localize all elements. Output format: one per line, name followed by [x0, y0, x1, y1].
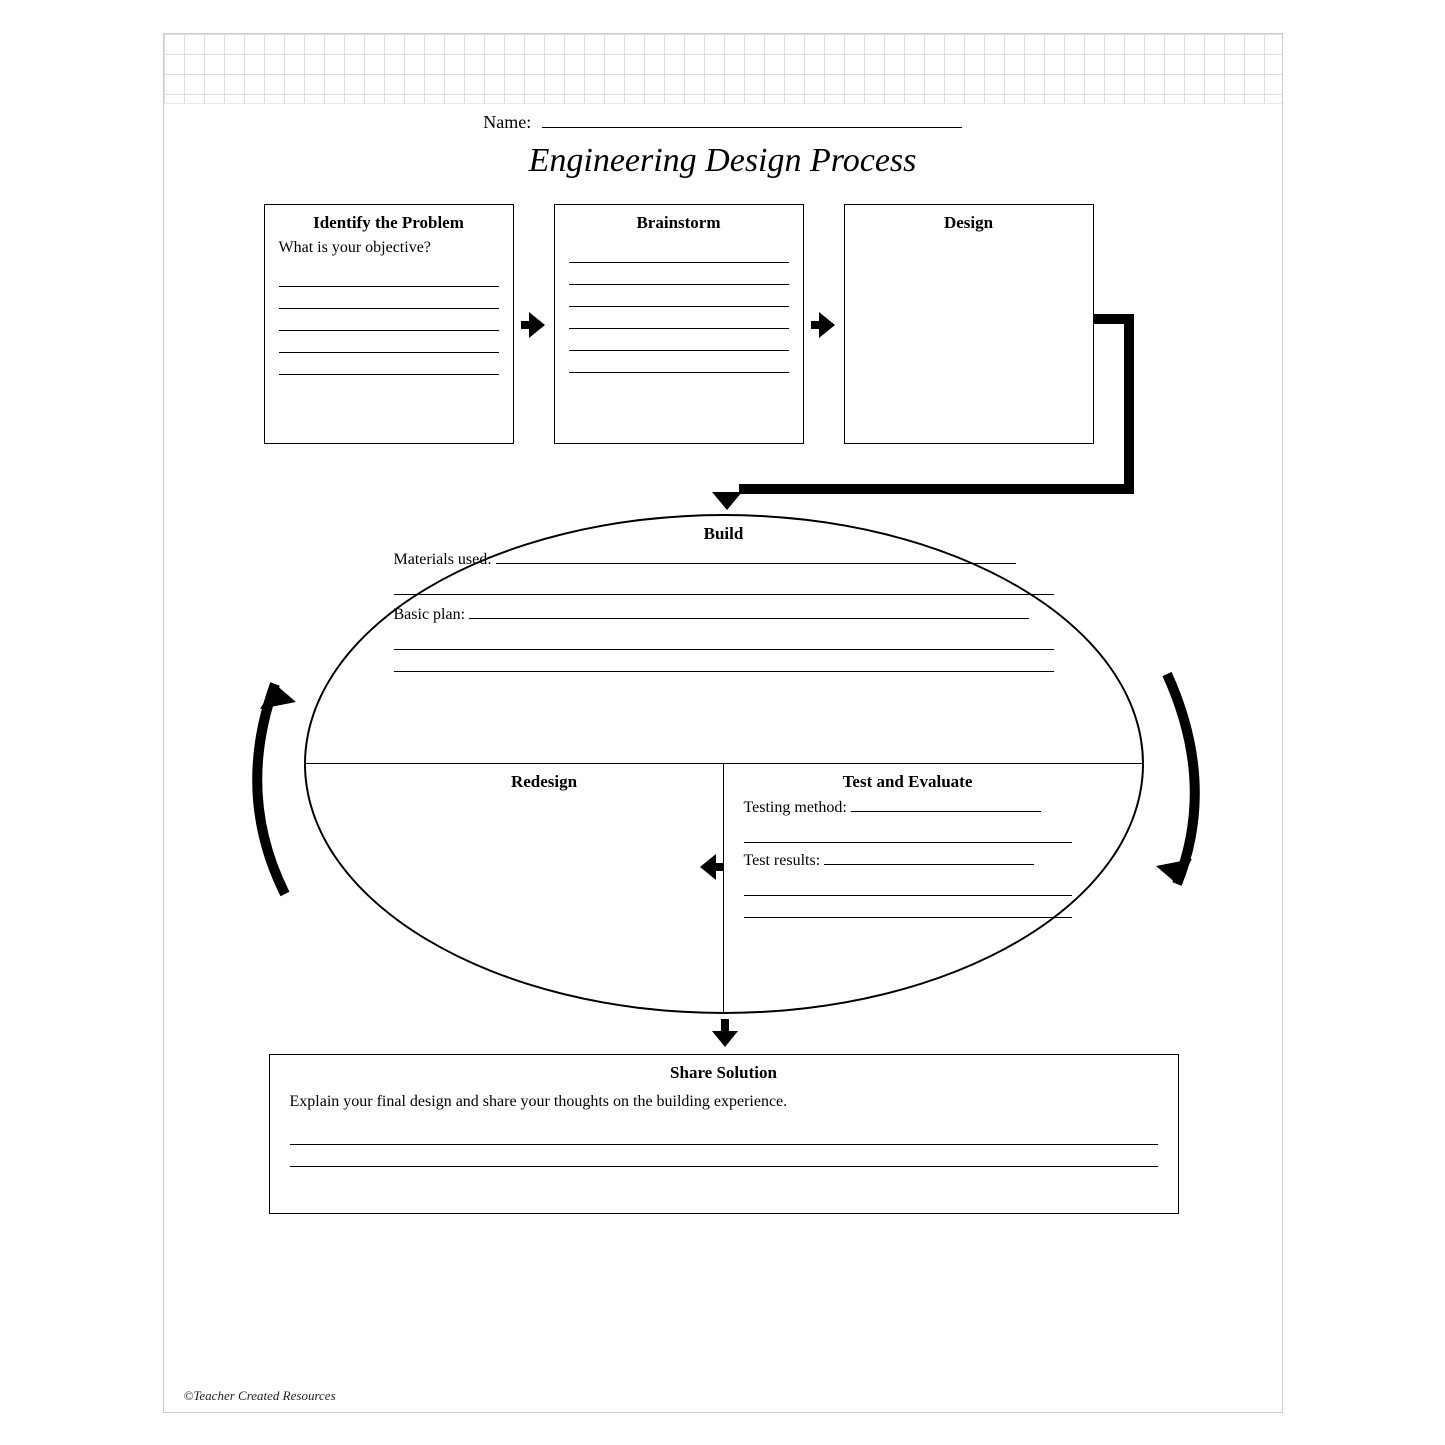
arrow-left-icon [698, 854, 724, 880]
name-blank[interactable] [542, 114, 962, 128]
grid-paper-strip [164, 34, 1282, 104]
materials-label: Materials used: [394, 551, 492, 568]
box-identify: Identify the Problem What is your object… [264, 204, 514, 444]
plan-blank[interactable] [469, 605, 1029, 619]
method-blank[interactable] [851, 798, 1041, 812]
method-label: Testing method: [744, 799, 847, 816]
brainstorm-title: Brainstorm [555, 205, 803, 233]
share-prompt: Explain your final design and share your… [290, 1093, 1158, 1111]
identify-prompt: What is your objective? [265, 233, 513, 257]
share-title: Share Solution [270, 1055, 1178, 1083]
connector-segment [1124, 314, 1134, 494]
worksheet-page: Name: Engineering Design Process Identif… [163, 33, 1283, 1413]
results-label: Test results: [744, 852, 821, 869]
curve-arrow-left-icon [230, 654, 310, 914]
footer-credit: ©Teacher Created Resources [184, 1388, 336, 1404]
cell-build: Build Materials used: Basic plan: [306, 516, 1142, 764]
materials-blank[interactable] [496, 550, 1016, 564]
name-row: Name: [164, 112, 1282, 133]
redesign-title: Redesign [386, 772, 703, 792]
brainstorm-lines[interactable] [555, 233, 803, 383]
arrow-right-icon [521, 312, 547, 338]
design-title: Design [845, 205, 1093, 233]
name-label: Name: [483, 112, 531, 132]
curve-arrow-right-icon [1142, 654, 1222, 914]
arrow-right-icon [811, 312, 837, 338]
arrow-down-icon [712, 1019, 738, 1049]
results-blank[interactable] [824, 851, 1034, 865]
cell-test: Test and Evaluate Testing method: Test r… [724, 764, 1142, 1012]
plan-label: Basic plan: [394, 606, 466, 623]
identify-title: Identify the Problem [265, 205, 513, 233]
box-design: Design [844, 204, 1094, 444]
page-title: Engineering Design Process [164, 142, 1282, 180]
cell-redesign: Redesign [306, 764, 724, 1012]
box-brainstorm: Brainstorm [554, 204, 804, 444]
identify-lines[interactable] [265, 257, 513, 385]
connector-segment [739, 484, 1134, 494]
build-title: Build [324, 524, 1124, 544]
arrow-down-icon [712, 492, 742, 510]
test-title: Test and Evaluate [744, 772, 1072, 792]
box-share: Share Solution Explain your final design… [269, 1054, 1179, 1214]
